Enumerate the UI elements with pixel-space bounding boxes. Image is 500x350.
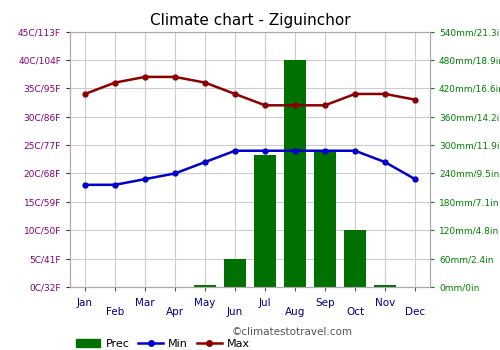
Bar <box>224 259 246 287</box>
Text: Jul: Jul <box>258 298 272 308</box>
Text: Oct: Oct <box>346 307 364 317</box>
Text: ©climatestotravel.com: ©climatestotravel.com <box>232 327 353 337</box>
Bar <box>314 150 336 287</box>
Text: Dec: Dec <box>405 307 425 317</box>
Text: Aug: Aug <box>285 307 305 317</box>
Text: Jan: Jan <box>77 298 93 308</box>
Text: May: May <box>194 298 216 308</box>
Text: Nov: Nov <box>375 298 395 308</box>
Text: Jun: Jun <box>227 307 243 317</box>
Bar <box>344 230 366 287</box>
Text: Feb: Feb <box>106 307 124 317</box>
Text: Apr: Apr <box>166 307 184 317</box>
Title: Climate chart - Ziguinchor: Climate chart - Ziguinchor <box>150 13 350 28</box>
Legend: Prec, Min, Max: Prec, Min, Max <box>76 338 250 349</box>
Bar <box>254 154 276 287</box>
Text: Mar: Mar <box>135 298 155 308</box>
Text: Sep: Sep <box>315 298 335 308</box>
Bar <box>194 285 216 287</box>
Bar <box>374 285 396 287</box>
Bar <box>284 60 306 287</box>
